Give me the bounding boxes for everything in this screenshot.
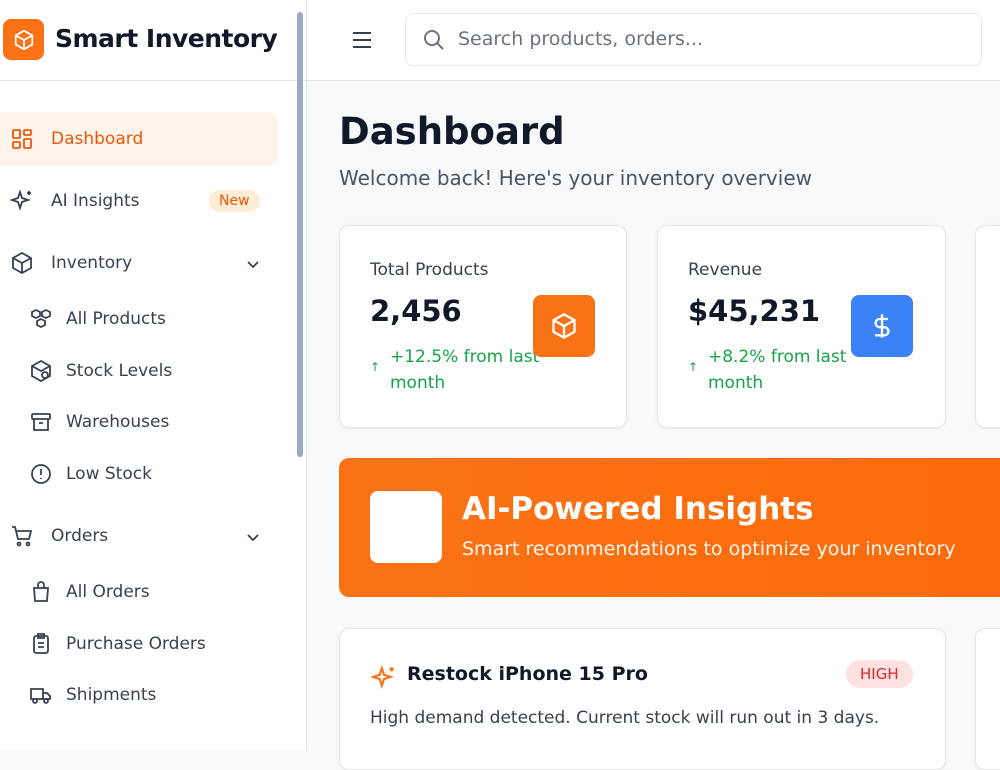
nav-label: Shipments xyxy=(66,685,157,705)
nav-item[interactable]: Stock Levels xyxy=(0,344,278,398)
nav-icon xyxy=(31,464,51,484)
up-arrow: ↑ xyxy=(688,360,699,374)
chevron[interactable] xyxy=(245,256,261,272)
nav-badge: New xyxy=(209,190,260,212)
nav-item[interactable]: All Products xyxy=(0,292,278,346)
nav-icon xyxy=(12,526,33,547)
search-icon xyxy=(424,30,444,50)
nav-item[interactable]: Orders xyxy=(0,509,278,563)
nav-item[interactable]: Purchase Orders xyxy=(0,617,278,671)
nav-item[interactable]: Inventory xyxy=(0,236,278,290)
search-box[interactable]: Search products, orders... xyxy=(405,13,982,66)
nav-label: Orders xyxy=(51,526,109,546)
nav-item[interactable]: Low Stock xyxy=(0,447,278,501)
insight-title: Restock iPhone 15 Pro xyxy=(407,663,648,685)
nav-item[interactable]: Warehouses xyxy=(0,395,278,449)
nav-label: AI Insights xyxy=(51,191,140,211)
stat-card: Total Products 2,456 ↑ +12.5% from last … xyxy=(339,225,627,428)
stat-card: Revenue $45,231 ↑ +8.2% from last month xyxy=(657,225,946,428)
nav-label: Low Stock xyxy=(66,464,152,484)
nav-icon xyxy=(31,359,51,383)
stat-icon xyxy=(533,295,595,357)
nav-item[interactable]: Dashboard xyxy=(0,112,278,166)
dollar-icon xyxy=(874,314,890,338)
nav-icon xyxy=(33,581,49,602)
top-bar: Search products, orders... xyxy=(307,0,1000,81)
up-arrow: ↑ xyxy=(370,360,381,374)
stat-change: +8.2% from last month xyxy=(708,347,847,393)
nav-label: Warehouses xyxy=(66,412,170,432)
stat-label: Total Products xyxy=(370,260,489,280)
priority-badge: HIGH xyxy=(846,660,913,688)
nav-icon xyxy=(31,308,51,329)
nav-label: Purchase Orders xyxy=(66,634,206,654)
stat-change: +12.5% from last month xyxy=(390,347,540,393)
nav-item[interactable]: AI Insights New xyxy=(0,174,278,228)
nav-icon xyxy=(30,688,51,704)
stat-value: 2,456 xyxy=(370,294,462,328)
insight-card: Restock iPhone 15 Pro HIGH High demand d… xyxy=(339,628,946,770)
nav-icon xyxy=(31,413,51,431)
ai-banner: AI-Powered Insights Smart recommendation… xyxy=(339,458,1000,597)
stat-card xyxy=(975,225,1000,428)
nav-icon xyxy=(10,189,31,211)
banner-title: AI-Powered Insights xyxy=(462,491,814,527)
brand-bar: Smart Inventory xyxy=(0,0,306,81)
nav-label: Stock Levels xyxy=(66,361,173,381)
scrollbar[interactable] xyxy=(297,12,303,457)
stat-label: Revenue xyxy=(688,260,763,280)
stat-icon xyxy=(851,295,913,357)
page-subtitle: Welcome back! Here's your inventory over… xyxy=(339,166,812,190)
brand-name: Smart Inventory xyxy=(55,24,278,53)
sidebar: Smart Inventory Dashboard AI Insights New I… xyxy=(0,0,307,750)
nav-label: Dashboard xyxy=(51,129,144,149)
banner-icon xyxy=(370,491,442,563)
menu-button[interactable] xyxy=(351,30,373,50)
nav-item[interactable]: Shipments xyxy=(0,668,278,722)
search-placeholder: Search products, orders... xyxy=(458,28,704,50)
nav-label: Inventory xyxy=(51,253,133,273)
sparkle-icon xyxy=(371,665,394,690)
insight-card xyxy=(975,628,1000,770)
logo xyxy=(3,19,44,60)
page-title: Dashboard xyxy=(339,110,565,153)
nav-label: All Orders xyxy=(66,582,150,602)
nav-item[interactable]: All Orders xyxy=(0,565,278,619)
nav-icon xyxy=(12,129,32,149)
box-icon xyxy=(552,312,576,340)
banner-subtitle: Smart recommendations to optimize your i… xyxy=(462,538,956,560)
stat-value: $45,231 xyxy=(688,294,821,328)
insight-text: High demand detected. Current stock will… xyxy=(370,708,880,728)
nav-icon xyxy=(12,251,32,275)
nav-label: All Products xyxy=(66,309,166,329)
chevron[interactable] xyxy=(245,529,261,545)
nav-icon xyxy=(33,633,49,654)
logo-icon xyxy=(14,29,33,50)
